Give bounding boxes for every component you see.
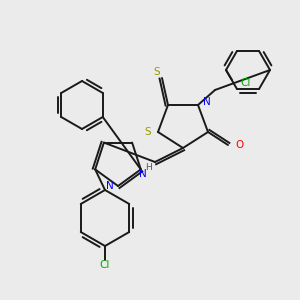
Text: O: O [235,140,243,150]
Text: Cl: Cl [100,260,110,270]
Text: S: S [154,67,160,77]
Text: N: N [139,169,147,179]
Text: S: S [145,127,151,137]
Text: N: N [203,97,211,107]
Text: H: H [145,163,152,172]
Text: Cl: Cl [240,78,250,88]
Text: N: N [106,181,114,191]
